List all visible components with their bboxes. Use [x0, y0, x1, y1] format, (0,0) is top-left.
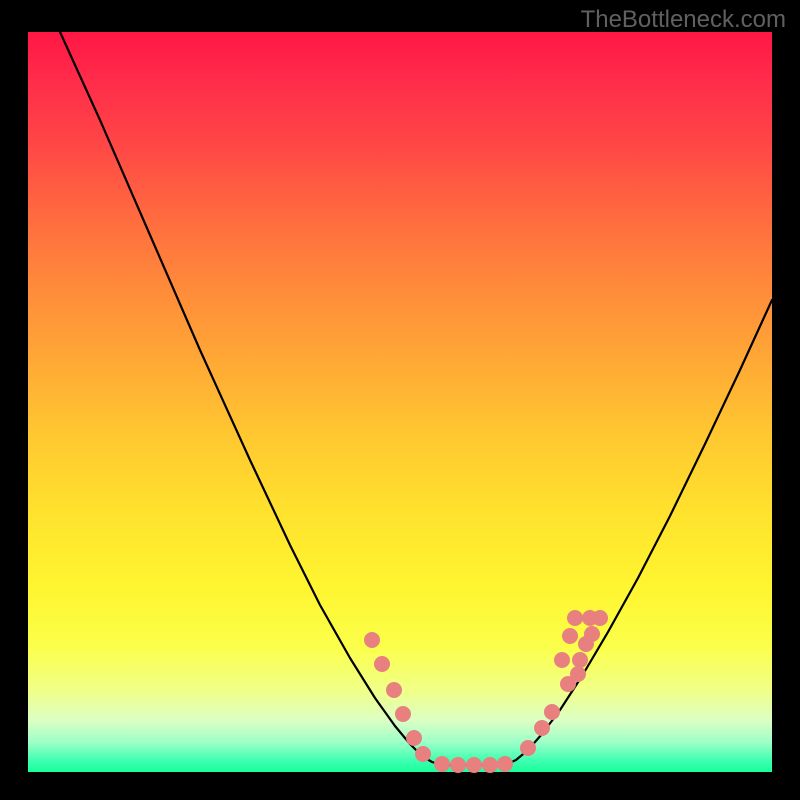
- data-marker: [544, 704, 560, 720]
- data-marker: [582, 610, 598, 626]
- data-marker: [570, 666, 586, 682]
- bottleneck-chart: TheBottleneck.com: [0, 0, 800, 800]
- data-marker: [554, 652, 570, 668]
- watermark-text: TheBottleneck.com: [581, 6, 786, 34]
- data-marker: [395, 706, 411, 722]
- data-marker: [466, 757, 482, 773]
- data-marker: [386, 682, 402, 698]
- data-marker: [415, 746, 431, 762]
- data-marker: [562, 628, 578, 644]
- data-marker: [434, 756, 450, 772]
- gradient-background: [28, 32, 772, 772]
- data-marker: [520, 740, 536, 756]
- data-marker: [497, 756, 513, 772]
- data-marker: [567, 610, 583, 626]
- chart-svg: [0, 0, 800, 800]
- data-marker: [450, 757, 466, 773]
- data-marker: [578, 636, 594, 652]
- data-marker: [364, 632, 380, 648]
- data-marker: [374, 656, 390, 672]
- data-marker: [534, 720, 550, 736]
- data-marker: [406, 730, 422, 746]
- data-marker: [572, 652, 588, 668]
- data-marker: [482, 757, 498, 773]
